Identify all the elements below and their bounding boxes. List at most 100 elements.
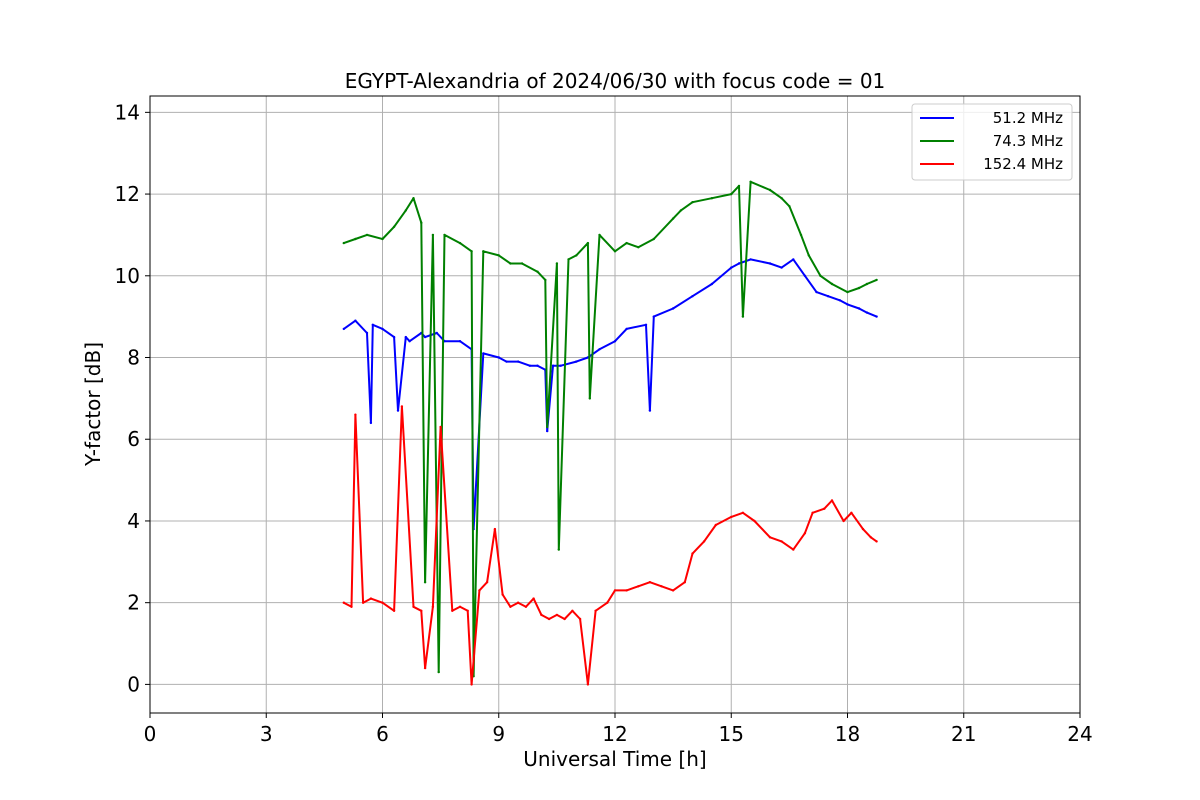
data-point [741,511,745,514]
data-point [660,585,663,588]
data-point [342,601,345,604]
data-point [528,364,531,367]
data-point [559,364,562,367]
data-point [439,425,442,429]
data-point [532,597,535,600]
series-layer [342,180,878,686]
data-point [458,340,462,343]
data-point [458,605,462,608]
data-point [780,540,783,543]
y-tick-label: 8 [127,346,140,370]
data-point [563,617,566,621]
y-tick-label: 4 [127,509,140,533]
data-point [780,197,783,200]
data-point [470,250,473,253]
data-point [392,225,396,228]
data-point [613,340,617,343]
data-point [823,507,826,510]
data-point [780,266,783,269]
data-point [557,548,560,551]
x-axis-label: Universal Time [h] [523,747,706,771]
data-point [509,262,512,265]
data-point [369,421,373,425]
x-tick-label: 24 [1067,722,1092,746]
data-point [606,601,609,604]
data-point [354,319,357,322]
data-point [842,519,845,523]
data-point [671,217,675,220]
data-point [497,254,500,257]
data-point [846,290,849,294]
data-point [381,601,384,604]
data-point [369,597,373,600]
data-point [741,315,745,318]
data-point [546,425,549,429]
data-point [435,331,438,335]
data-point [846,303,849,306]
y-tick-label: 2 [127,591,140,615]
data-point [753,519,756,523]
data-point [485,581,489,584]
x-tick-label: 12 [602,722,627,746]
data-point [423,666,427,670]
data-point [342,241,345,245]
data-point [644,323,648,326]
data-point [412,197,415,200]
data-point [826,295,830,298]
data-point [710,197,714,200]
data-point [546,429,549,433]
data-point [811,511,814,514]
data-point [730,515,733,519]
series-line-1 [343,180,877,678]
data-point [807,254,810,257]
data-point [588,397,591,400]
data-point [768,262,772,265]
data-point [396,409,400,412]
data-point [404,209,407,212]
data-point [516,601,520,604]
data-point [458,241,462,245]
data-point [423,581,427,584]
data-point [540,613,543,617]
data-point [683,581,686,584]
data-point [671,307,675,310]
data-point [536,364,539,367]
data-point [652,315,655,318]
data-point [598,348,601,351]
y-tick-label: 0 [127,672,140,696]
data-point [838,299,841,302]
x-tick-label: 6 [376,722,389,746]
data-point [451,609,454,612]
data-point [501,593,504,596]
data-point [749,258,752,261]
data-point [749,180,752,183]
data-point [691,295,694,298]
data-point [361,601,365,604]
data-point [571,609,574,612]
data-point [625,589,628,592]
data-point [861,527,865,531]
data-point [371,323,374,326]
data-point [420,221,423,224]
chart-title: EGYPT-Alexandria of 2024/06/30 with focu… [345,69,886,93]
data-point [625,241,628,245]
data-point [730,266,733,269]
legend: 51.2 MHz 74.3 MHz 152.4 MHz [911,103,1073,181]
data-point [850,511,853,514]
x-tick-label: 15 [719,722,744,746]
data-point [567,258,570,261]
data-point [423,335,427,339]
y-tick-label: 12 [115,182,140,206]
x-tick-label: 3 [260,722,273,746]
data-point [412,605,415,608]
data-point [478,589,481,592]
data-point [768,536,772,539]
data-point [815,290,818,294]
data-point [830,282,834,286]
data-point [803,532,807,535]
data-point [625,327,628,331]
data-point [365,233,369,237]
y-tick-label: 14 [115,100,140,124]
